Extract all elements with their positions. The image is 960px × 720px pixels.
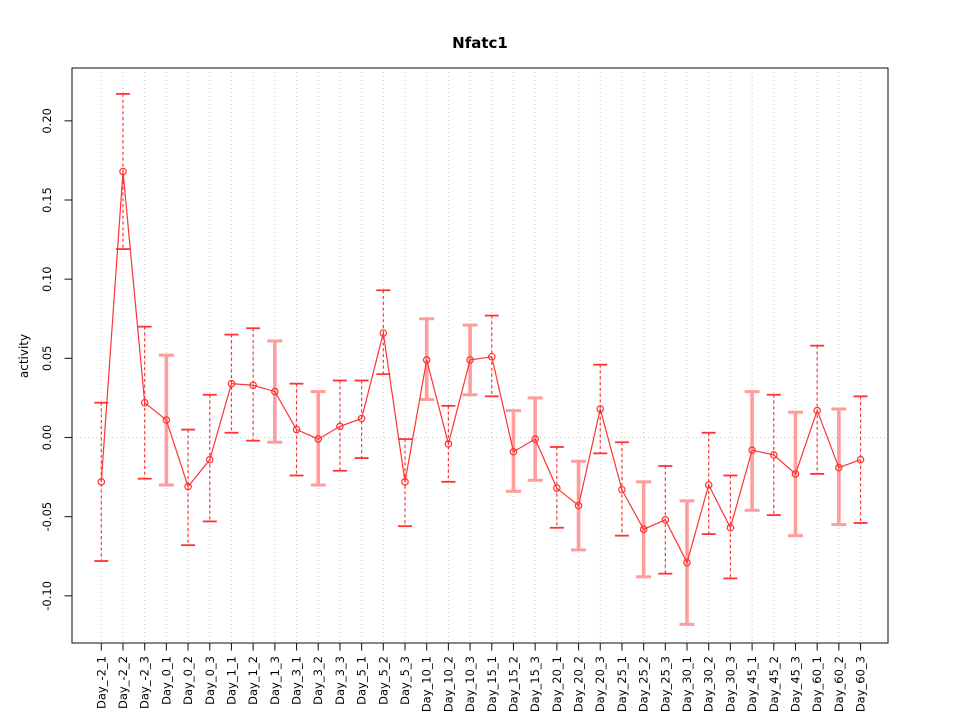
data-point [835, 463, 843, 472]
y-tick-label: 0.10 [40, 266, 54, 292]
data-point [553, 484, 561, 492]
y-tick-label: 0.00 [40, 425, 54, 451]
x-tick-label: Day_60_1 [810, 656, 824, 712]
data-point [748, 446, 756, 454]
data-point [140, 398, 149, 407]
data-point [162, 416, 171, 424]
x-tick-label: Day_3_3 [333, 656, 347, 705]
data-point [726, 523, 735, 532]
data-point [227, 379, 236, 388]
data-point [791, 470, 800, 478]
data-point [618, 485, 626, 494]
data-point [704, 481, 713, 489]
data-point [683, 558, 691, 567]
data-point [336, 422, 344, 431]
x-tick-label: Day_5_3 [398, 656, 412, 705]
x-tick-label: Day_3_2 [311, 656, 325, 705]
x-tick-label: Day_25_2 [637, 656, 651, 712]
y-tick-label: 0.15 [40, 187, 54, 213]
data-point [271, 387, 279, 396]
data-point [531, 435, 539, 443]
x-tick-label: Day_30_3 [723, 656, 737, 712]
x-tick-label: Day_0_1 [159, 656, 173, 705]
x-tick-label: Day_20_3 [593, 656, 607, 712]
series-line [100, 171, 861, 565]
x-tick-label: Day_25_3 [658, 656, 672, 712]
data-point [769, 451, 778, 459]
data-point [292, 425, 301, 434]
x-tick-label: Day_1_1 [224, 656, 238, 705]
chart-title: Nfatc1 [452, 34, 508, 52]
data-point [509, 447, 518, 456]
data-point [422, 356, 431, 364]
data-point [466, 356, 474, 364]
x-tick-label: Day_30_1 [680, 656, 694, 712]
x-tick-label: Day_45_1 [745, 656, 759, 712]
x-tick-label: Day_25_1 [615, 656, 629, 712]
data-point [97, 478, 106, 486]
x-tick-label: Day_20_2 [572, 656, 586, 712]
x-tick-label: Day_10_2 [441, 656, 455, 712]
x-tick-label: Day_15_1 [485, 656, 499, 712]
x-tick-label: Day_15_2 [506, 656, 520, 712]
data-point [813, 406, 821, 415]
x-tick-label: Day_15_3 [528, 656, 542, 712]
data-point [661, 516, 670, 524]
data-point [856, 455, 865, 464]
x-tick-label: Day_-2_2 [116, 656, 130, 709]
data-point [596, 405, 605, 413]
x-tick-label: Day_10_3 [463, 656, 477, 712]
y-tick-label: -0.05 [40, 502, 54, 532]
data-point [249, 381, 257, 390]
y-tick-label: 0.05 [40, 346, 54, 372]
plot-frame [71, 67, 889, 644]
data-point [487, 352, 496, 361]
x-tick-label: Day_1_2 [246, 656, 260, 705]
x-tick-label: Day_20_1 [550, 656, 564, 712]
data-point [401, 478, 409, 486]
y-tick-label: 0.20 [40, 108, 54, 134]
x-tick-label: Day_-2_1 [94, 656, 108, 709]
data-point [119, 167, 127, 176]
x-tick-label: Day_-2_3 [138, 656, 152, 709]
x-tick-label: Day_0_3 [203, 656, 217, 705]
x-tick-label: Day_0_2 [181, 656, 195, 705]
data-point [574, 501, 583, 510]
x-tick-label: Day_3_1 [290, 656, 304, 705]
x-tick-label: Day_45_2 [767, 656, 781, 712]
x-tick-label: Day_60_3 [854, 656, 868, 712]
data-point [444, 440, 453, 448]
data-point [314, 435, 323, 443]
x-tick-label: Day_10_1 [420, 656, 434, 712]
y-tick-label: -0.10 [40, 581, 54, 611]
data-point [379, 329, 388, 337]
x-tick-label: Day_30_2 [702, 656, 716, 712]
x-tick-label: Day_45_3 [788, 656, 802, 712]
x-tick-label: Day_1_3 [268, 656, 282, 705]
data-point [205, 455, 214, 464]
x-tick-label: Day_5_1 [355, 656, 369, 705]
data-point [639, 525, 648, 534]
data-point [357, 414, 366, 423]
x-tick-label: Day_60_2 [832, 656, 846, 712]
x-tick-label: Day_5_2 [376, 656, 390, 705]
data-point [184, 482, 192, 491]
